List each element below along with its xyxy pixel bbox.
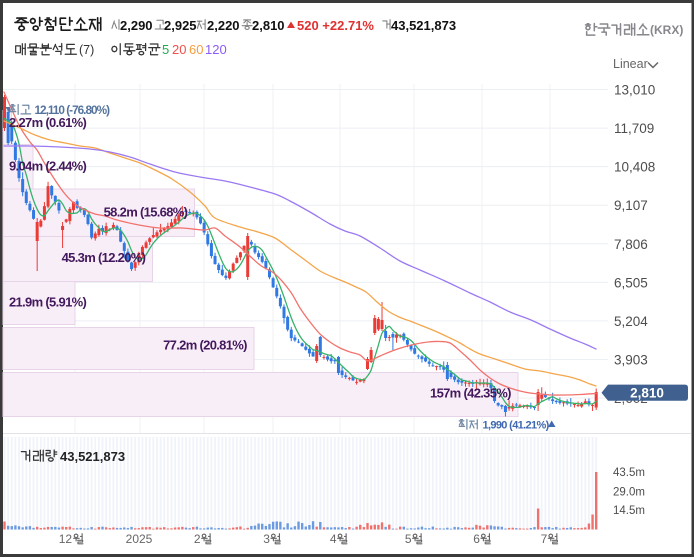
- svg-text:20: 20: [172, 42, 186, 57]
- svg-text:520 +22.71%: 520 +22.71%: [297, 18, 374, 33]
- svg-text:43.5m: 43.5m: [613, 467, 645, 479]
- svg-text:29.0m: 29.0m: [613, 486, 645, 498]
- svg-text:2,810: 2,810: [252, 18, 285, 33]
- svg-text:58.2m (15.68%): 58.2m (15.68%): [104, 204, 188, 219]
- svg-text:43,521,873: 43,521,873: [60, 449, 125, 464]
- svg-text:21.9m (5.91%): 21.9m (5.91%): [9, 295, 87, 310]
- svg-text:45.3m (12.20%): 45.3m (12.20%): [62, 250, 146, 265]
- svg-text:4: 4: [330, 532, 337, 546]
- svg-text:6,505: 6,505: [614, 275, 648, 290]
- svg-text:6: 6: [473, 532, 480, 546]
- svg-text:12: 12: [59, 532, 73, 546]
- svg-text:120: 120: [205, 42, 227, 57]
- svg-text:2,925: 2,925: [164, 18, 197, 33]
- svg-text:3: 3: [263, 532, 270, 546]
- svg-text:(KRX): (KRX): [650, 23, 683, 37]
- svg-text:2: 2: [194, 532, 201, 546]
- svg-text:3,903: 3,903: [614, 352, 648, 367]
- svg-text:7: 7: [541, 532, 548, 546]
- svg-text:9,107: 9,107: [614, 198, 648, 213]
- svg-text:1,990 (41.21%): 1,990 (41.21%): [483, 420, 550, 432]
- svg-text:9.04m (2.44%): 9.04m (2.44%): [9, 158, 87, 173]
- svg-text:(7): (7): [79, 43, 94, 57]
- svg-text:2,290: 2,290: [120, 18, 153, 33]
- svg-text:12,110 (-76.80%): 12,110 (-76.80%): [35, 103, 111, 117]
- svg-text:5: 5: [162, 42, 169, 57]
- svg-text:13,010: 13,010: [614, 83, 655, 98]
- svg-text:7,806: 7,806: [614, 237, 648, 252]
- svg-text:77.2m (20.81%): 77.2m (20.81%): [163, 338, 247, 353]
- svg-text:5,204: 5,204: [614, 314, 648, 329]
- svg-text:2.27m (0.61%): 2.27m (0.61%): [9, 115, 87, 130]
- svg-text:2025: 2025: [126, 532, 153, 546]
- svg-text:5: 5: [405, 532, 412, 546]
- svg-text:157m (42.35%): 157m (42.35%): [430, 386, 511, 401]
- svg-text:2,810: 2,810: [630, 385, 664, 400]
- svg-text:Linear: Linear: [613, 57, 648, 71]
- svg-text:14.5m: 14.5m: [613, 505, 645, 517]
- svg-text:11,709: 11,709: [614, 121, 654, 136]
- svg-text:10,408: 10,408: [614, 160, 655, 175]
- svg-text:60: 60: [189, 42, 203, 57]
- svg-text:2,220: 2,220: [207, 18, 240, 33]
- svg-text:43,521,873: 43,521,873: [391, 18, 456, 33]
